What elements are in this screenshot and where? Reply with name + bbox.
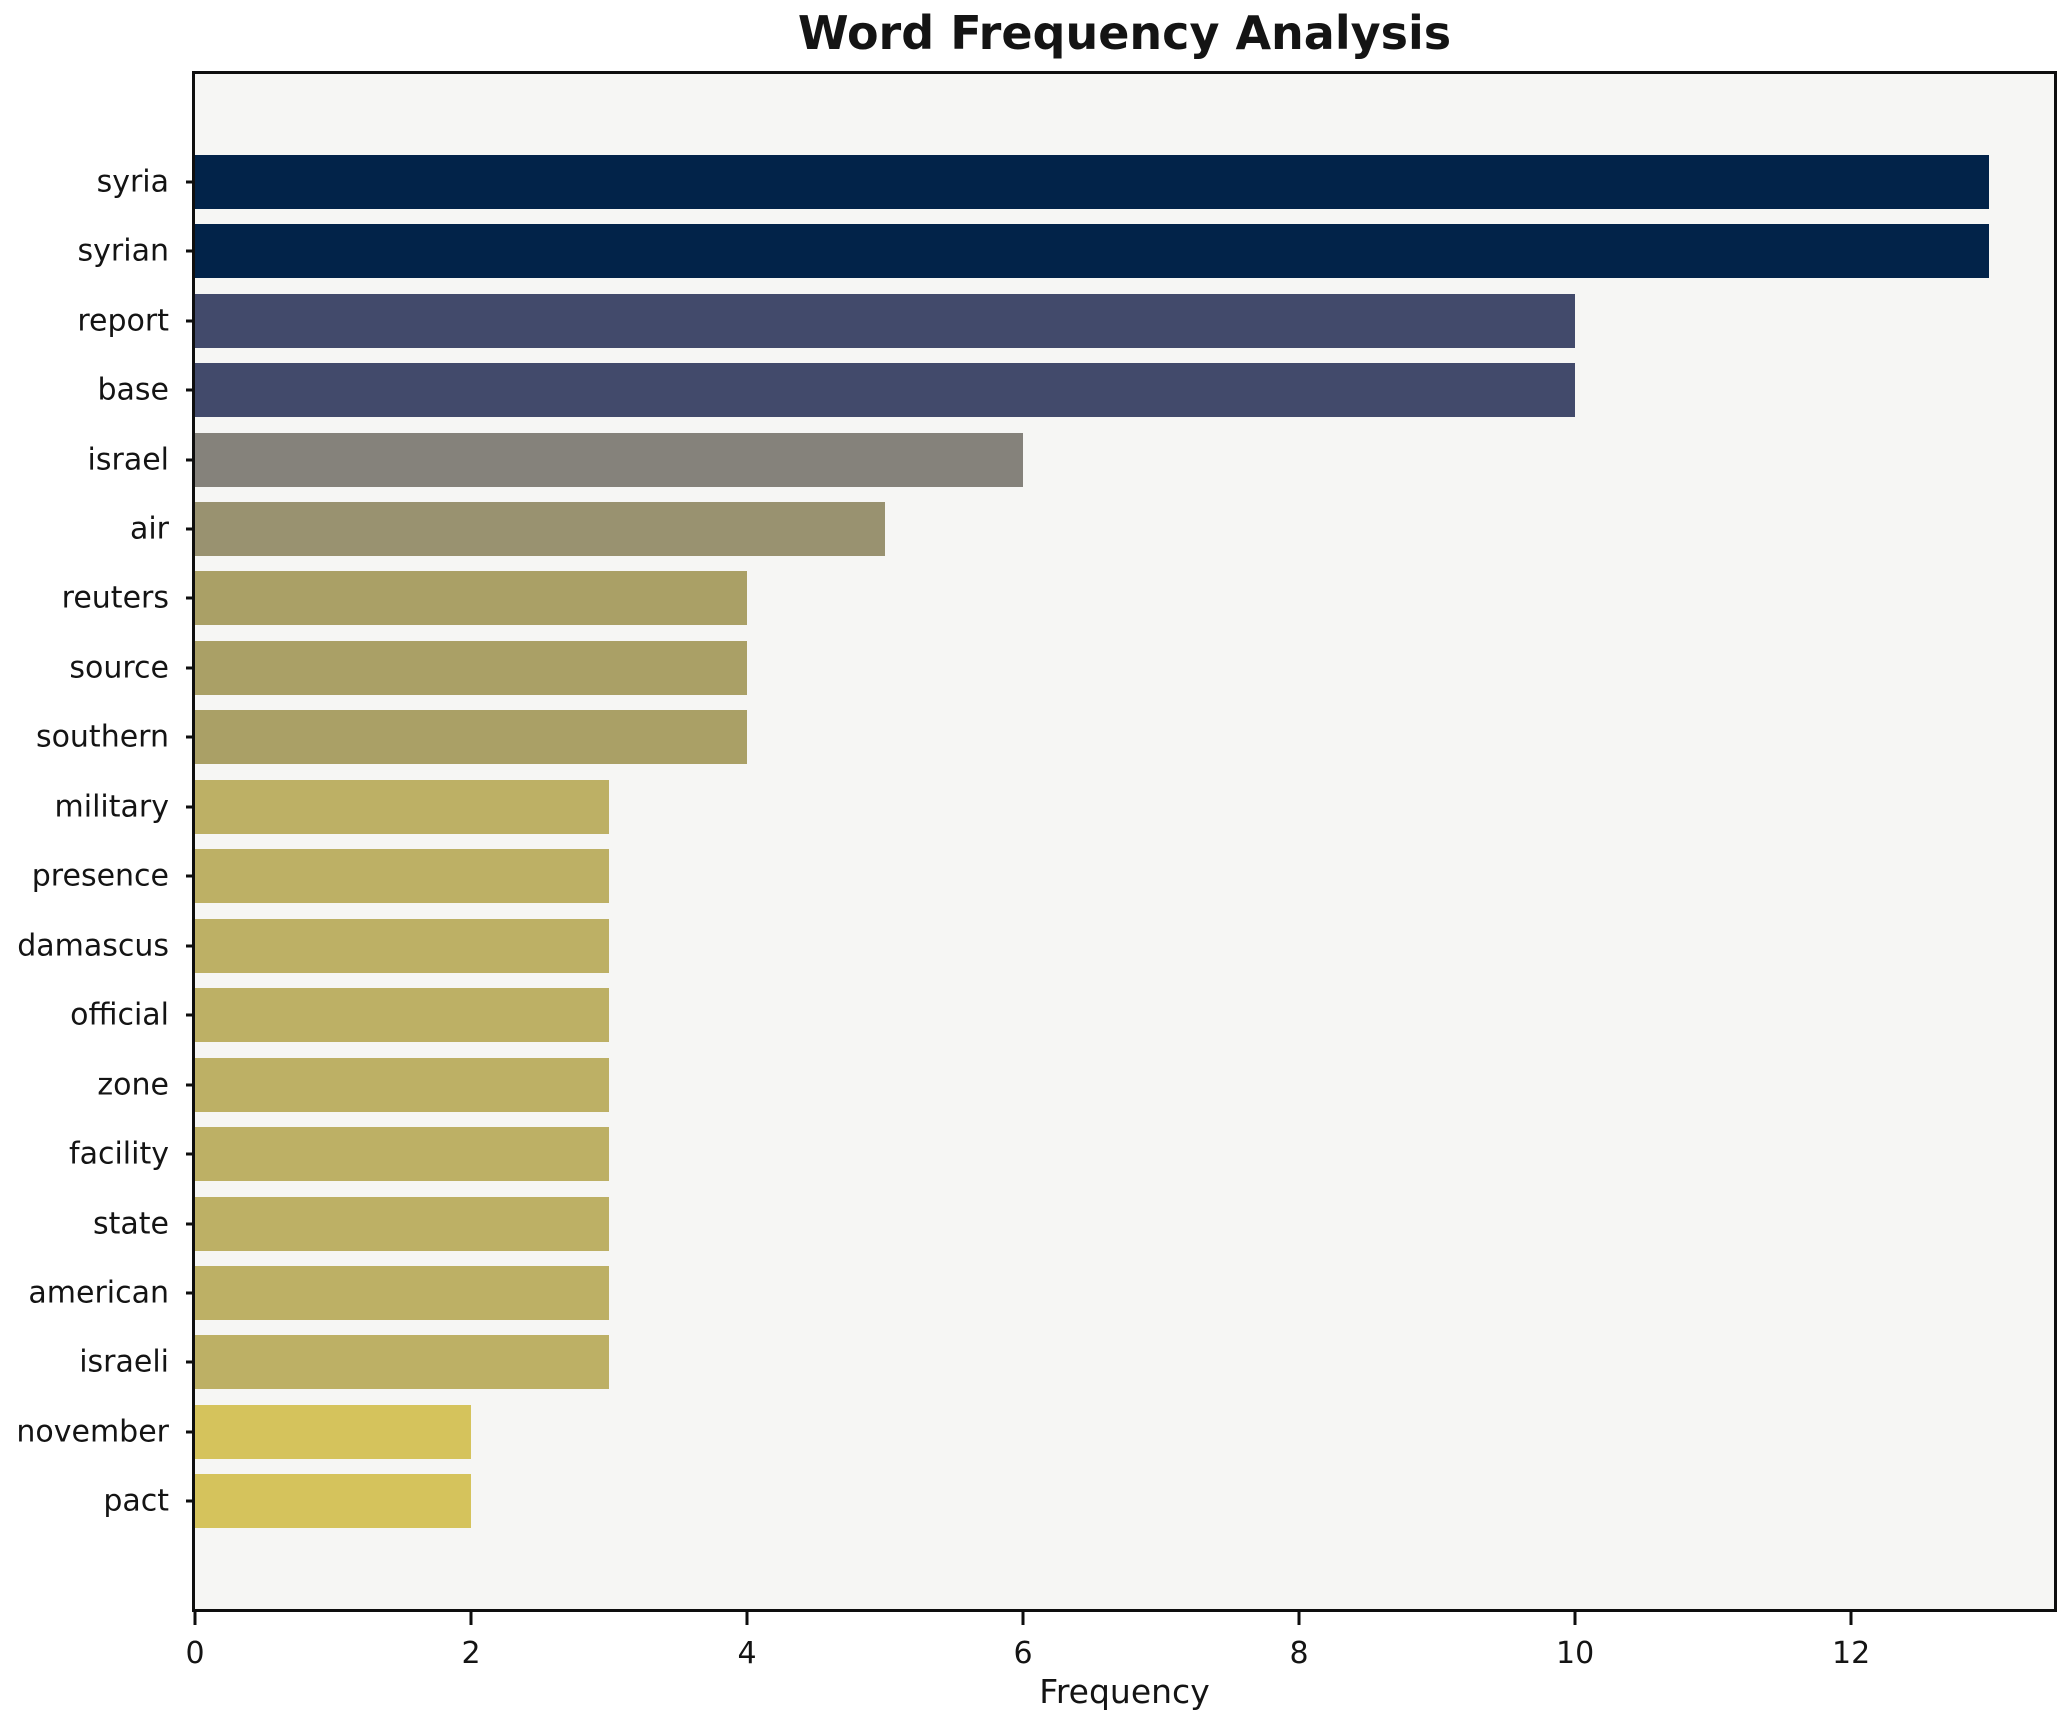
bar-row: state: [93, 1189, 2054, 1258]
y-axis-category-label: base: [97, 372, 169, 408]
y-axis-category-label: air: [129, 511, 169, 547]
frequency-bar: [195, 710, 748, 765]
bar-row: official: [70, 980, 2054, 1049]
y-axis-category-label: israeli: [79, 1344, 169, 1380]
y-axis-tick: [186, 944, 198, 948]
bar-row: southern: [36, 703, 2054, 772]
y-axis-tick: [186, 249, 198, 253]
y-axis-tick: [186, 319, 198, 323]
bar-row: damascus: [17, 911, 2054, 980]
bar-row: zone: [97, 1050, 2054, 1119]
frequency-bar: [195, 501, 886, 556]
frequency-bar: [195, 224, 1990, 279]
y-axis-category-label: pact: [103, 1483, 169, 1519]
y-axis-category-label: state: [93, 1206, 169, 1242]
y-axis-category-label: reuters: [61, 580, 169, 616]
x-axis-tick-label: 12: [1832, 1636, 1871, 1671]
x-axis-tick-label: 0: [185, 1636, 205, 1671]
bar-row: source: [69, 633, 2054, 702]
frequency-bar: [195, 640, 748, 695]
y-axis-tick: [186, 1360, 198, 1364]
y-axis-tick: [186, 1430, 198, 1434]
y-axis-tick: [186, 735, 198, 739]
y-axis-tick: [186, 1152, 198, 1156]
frequency-bar: [195, 1196, 610, 1251]
y-axis-tick: [186, 596, 198, 600]
chart-title: Word Frequency Analysis: [797, 6, 1452, 60]
plot-area: syria syrian report base israel air reuters sou…: [16, 71, 2057, 1671]
y-axis-category-label: israel: [87, 442, 169, 478]
x-axis-tick-label: 6: [1013, 1636, 1033, 1671]
bar-row: syrian: [78, 216, 2054, 285]
x-axis-tick: [1573, 1612, 1577, 1625]
bar-rows-container: syria syrian report base israel air reuters sou…: [16, 74, 2054, 1609]
frequency-bar: [195, 363, 1576, 418]
bar-row: report: [77, 286, 2054, 355]
frequency-bar: [195, 1265, 610, 1320]
bar-row: air: [130, 494, 2054, 563]
x-axis-label: Frequency: [1039, 1672, 1210, 1711]
x-axis-tick-label: 8: [1289, 1636, 1309, 1671]
y-axis-category-label: report: [77, 303, 169, 339]
bar-row: syria: [97, 147, 2054, 216]
frequency-bar: [195, 1335, 610, 1390]
y-axis-category-label: zone: [97, 1067, 169, 1103]
y-axis-tick: [186, 527, 198, 531]
y-axis-tick: [186, 1083, 198, 1087]
frequency-bar: [195, 849, 610, 904]
frequency-bar: [195, 1127, 610, 1182]
frequency-bar: [195, 1474, 472, 1529]
y-axis-category-label: presence: [31, 858, 169, 894]
y-axis-tick: [186, 458, 198, 462]
frequency-bar: [195, 293, 1576, 348]
frequency-bar: [195, 988, 610, 1043]
y-axis-category-label: source: [69, 650, 169, 686]
y-axis-category-label: syria: [96, 164, 169, 200]
y-axis-category-label: facility: [69, 1136, 169, 1172]
y-axis-tick: [186, 666, 198, 670]
y-axis-tick: [186, 180, 198, 184]
y-axis-tick: [186, 874, 198, 878]
x-axis-tick: [745, 1612, 749, 1625]
y-axis-category-label: southern: [35, 719, 169, 755]
frequency-bar: [195, 154, 1990, 209]
y-axis-tick: [186, 805, 198, 809]
y-axis-tick: [186, 1499, 198, 1503]
y-axis-tick: [186, 1291, 198, 1295]
y-axis-tick: [186, 1222, 198, 1226]
y-axis-category-label: american: [28, 1275, 169, 1311]
y-axis-category-label: november: [16, 1414, 169, 1450]
x-axis-tick: [469, 1612, 473, 1625]
x-axis-tick-label: 4: [737, 1636, 757, 1671]
frequency-bar: [195, 571, 748, 626]
bar-row: november: [16, 1397, 2054, 1466]
bar-row: israeli: [79, 1328, 2054, 1397]
frequency-bar: [195, 432, 1024, 487]
bar-row: israel: [88, 425, 2054, 494]
bar-row: american: [28, 1258, 2054, 1327]
bar-row: reuters: [62, 564, 2054, 633]
bar-row: presence: [32, 842, 2054, 911]
bar-row: base: [97, 355, 2054, 424]
frequency-bar: [195, 918, 610, 973]
frequency-bar: [195, 1057, 610, 1112]
x-axis-tick: [1297, 1612, 1301, 1625]
x-axis-tick-label: 10: [1556, 1636, 1595, 1671]
x-axis-tick-label: 2: [461, 1636, 481, 1671]
y-axis-category-label: official: [70, 997, 169, 1033]
x-axis-tick: [193, 1612, 197, 1625]
bar-row: military: [55, 772, 2054, 841]
y-axis-tick: [186, 1013, 198, 1017]
bar-row: facility: [69, 1119, 2054, 1188]
y-axis-category-label: damascus: [17, 928, 169, 964]
y-axis-category-label: military: [54, 789, 169, 825]
frequency-bar: [195, 1404, 472, 1459]
y-axis-tick: [186, 388, 198, 392]
x-axis-tick: [1849, 1612, 1853, 1625]
frequency-bar: [195, 779, 610, 834]
x-axis-tick: [1021, 1612, 1025, 1625]
bar-row: pact: [103, 1467, 2054, 1536]
y-axis-category-label: syrian: [77, 233, 169, 269]
